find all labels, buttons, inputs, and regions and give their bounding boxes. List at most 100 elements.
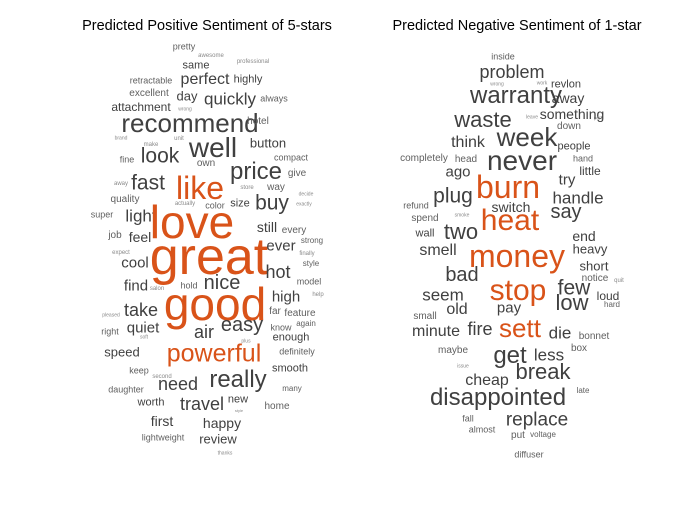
right-word-maybe: maybe <box>437 345 469 356</box>
left-word-smooth: smooth <box>271 362 309 375</box>
left-word-really: really <box>209 366 267 393</box>
left-word-every: every <box>281 225 307 236</box>
left-word-home: home <box>264 401 290 412</box>
left-word-take: take <box>123 300 159 320</box>
right-word-heavy: heavy <box>572 241 608 257</box>
left-word-recommend: recommend <box>121 108 259 138</box>
left-word-finally: finally <box>299 251 315 257</box>
left-word-feature: feature <box>284 308 316 319</box>
left-word-definitely: definitely <box>279 346 315 357</box>
left-word-nice: nice <box>203 272 241 294</box>
right-word-diffuser: diffuser <box>514 449 544 460</box>
right-word-get: get <box>493 342 527 369</box>
left-word-attachment: attachment <box>111 100 171 114</box>
left-word-button: button <box>249 135 287 151</box>
left-word-good: good <box>163 278 267 330</box>
left-word-unit: unit <box>174 136 184 142</box>
left-word-far: far <box>269 306 281 317</box>
right-word-waste: waste <box>454 107 512 132</box>
left-word-happy: happy <box>202 415 242 431</box>
left-word-brand: brand <box>114 135 128 142</box>
left-word-color: color <box>205 200 225 211</box>
right-word-people: people <box>557 140 591 153</box>
left-word-own: own <box>196 158 216 169</box>
right-word-say: say <box>550 201 582 223</box>
left-word-need: need <box>157 374 199 394</box>
right-word-fire: fire <box>467 319 493 339</box>
left-word-job: job <box>108 230 122 241</box>
left-word-exactly: exactly <box>296 201 312 208</box>
left-word-look: look <box>140 144 180 168</box>
left-word-always: always <box>260 93 288 104</box>
left-word-enough: enough <box>272 331 310 344</box>
left-word-quiet: quiet <box>126 319 160 337</box>
left-word-actually: actually <box>174 201 196 207</box>
left-word-style: style <box>302 259 320 268</box>
left-word-make: make <box>143 142 159 148</box>
left-word-salon: salon <box>149 286 165 292</box>
left-word-buy: buy <box>255 191 289 215</box>
right-word-issue: issue <box>457 363 469 370</box>
right-word-disappointed: disappointed <box>429 384 567 411</box>
right-word-part: part <box>593 115 603 122</box>
left-word-ever: ever <box>266 237 296 255</box>
right-word-week: week <box>496 122 558 152</box>
left-word-awesome: awesome <box>198 53 224 59</box>
left-word-give: give <box>287 168 307 179</box>
right-word-problem: problem <box>479 62 545 82</box>
left-word-cool: cool <box>121 254 149 272</box>
left-word-feel: feel <box>128 229 152 245</box>
left-word-style-2: style <box>234 408 244 413</box>
left-word-right: right <box>101 326 119 337</box>
right-word-burn: burn <box>475 169 541 205</box>
left-word-hold: hold <box>180 280 198 291</box>
left-word-pleased: pleased <box>102 312 120 319</box>
left-word-second: second <box>152 374 172 380</box>
left-word-price: price <box>229 158 283 185</box>
left-word-review: review <box>199 431 237 447</box>
left-word-perfect: perfect <box>180 71 230 88</box>
left-word-same: same <box>182 59 210 72</box>
left-word-light: light <box>125 206 157 226</box>
right-word-little: little <box>579 164 601 178</box>
left-word-help: help <box>312 292 324 298</box>
right-word-seem: seem <box>422 285 464 305</box>
right-word-minute: minute <box>411 323 461 340</box>
left-word-model: model <box>296 276 322 287</box>
right-word-wrong: wrong <box>490 81 504 88</box>
right-word-low: low <box>555 290 589 315</box>
left-word-lightweight: lightweight <box>141 432 185 443</box>
right-word-short: short <box>579 258 609 274</box>
right-word-never: never <box>486 145 558 176</box>
right-word-hard: hard <box>603 300 621 309</box>
left-word-first: first <box>150 413 174 429</box>
left-word-daughter: daughter <box>108 384 144 395</box>
left-word-plus: plus <box>241 338 251 345</box>
right-word-pay: pay <box>496 299 522 317</box>
right-word-bad: bad <box>445 264 479 286</box>
right-word-voltage: voltage <box>530 430 556 439</box>
right-word-completely: completely <box>400 153 448 164</box>
left-word-like: like <box>175 170 225 206</box>
right-word-fall: fall <box>462 413 474 424</box>
left-word-still: still <box>256 219 278 235</box>
right-word-try: try <box>558 171 576 189</box>
left-word-excellent: excellent <box>129 88 169 99</box>
left-word-hotel: hotel <box>247 116 269 127</box>
left-word-know: know <box>270 322 292 333</box>
right-word-cheap: cheap <box>465 372 509 389</box>
right-word-notice: notice <box>581 273 609 284</box>
left-word-keep: keep <box>129 365 149 376</box>
left-word-super: super <box>90 209 114 220</box>
left-word-thanks: thanks <box>217 450 233 457</box>
left-word-quickly: quickly <box>204 89 256 109</box>
right-word-work: work <box>536 80 548 87</box>
left-word-find: find <box>123 277 149 295</box>
right-word-money: money <box>468 238 566 274</box>
left-word-fast: fast <box>131 171 165 195</box>
right-word-loud: loud <box>596 289 620 303</box>
right-word-small: small <box>413 311 437 322</box>
right-word-bonnet: bonnet <box>578 331 610 342</box>
right-word-late: late <box>576 386 590 395</box>
